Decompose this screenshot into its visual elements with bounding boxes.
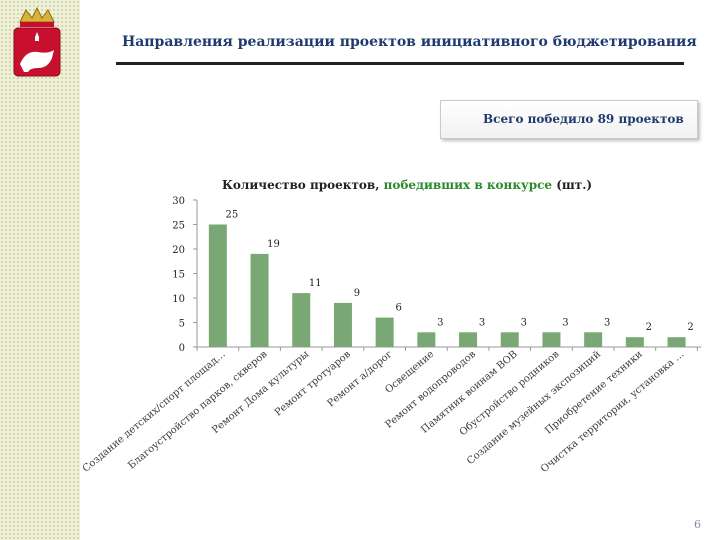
bar — [292, 293, 311, 347]
bar-value-label: 3 — [521, 317, 527, 328]
y-tick-label: 25 — [172, 221, 185, 232]
bar-value-label: 6 — [395, 303, 401, 314]
y-tick-label: 10 — [172, 294, 185, 305]
y-tick-label: 20 — [172, 245, 185, 256]
bar-value-label: 3 — [604, 317, 610, 328]
bar-value-label: 19 — [267, 239, 280, 250]
title-divider — [116, 62, 684, 65]
bar — [208, 224, 227, 347]
bar-value-label: 2 — [687, 322, 693, 333]
bar-value-label: 3 — [562, 317, 568, 328]
x-category-label: Создание детских/спорт площад… — [81, 349, 228, 475]
bar — [667, 337, 686, 347]
bar-value-label: 3 — [437, 317, 443, 328]
bar — [459, 332, 478, 347]
summary-total-text: Всего победило 89 проектов — [483, 112, 684, 126]
bar-value-label: 9 — [354, 288, 360, 299]
bar-value-label: 25 — [225, 210, 238, 221]
y-tick-label: 5 — [179, 319, 185, 330]
chart-title-highlight: победивших в конкурсе — [379, 178, 553, 192]
bar — [542, 332, 561, 347]
y-tick-label: 15 — [172, 270, 185, 281]
bar-value-label: 3 — [479, 317, 485, 328]
bar — [417, 332, 436, 347]
bar — [625, 337, 644, 347]
summary-box: Всего победило 89 проектов — [440, 100, 698, 139]
decorative-side-strip — [0, 0, 80, 540]
y-tick-label: 0 — [179, 343, 185, 354]
bar — [375, 317, 394, 347]
bar — [500, 332, 519, 347]
page-title: Направления реализации проектов инициати… — [122, 34, 697, 50]
bar-value-label: 11 — [309, 278, 322, 289]
chart-title: Количество проектов, победивших в конкур… — [222, 178, 592, 192]
bar — [250, 253, 269, 347]
perm-krai-emblem-icon — [13, 6, 61, 77]
chart-title-part3: (шт.) — [552, 178, 593, 192]
bar — [584, 332, 603, 347]
bar — [333, 302, 352, 347]
x-category-label: Ремонт тротуаров — [273, 349, 353, 419]
chart-title-part1: Количество проектов, — [222, 178, 380, 192]
page-number: 6 — [694, 518, 701, 531]
y-tick-label: 30 — [172, 196, 185, 207]
bar-value-label: 2 — [646, 322, 652, 333]
